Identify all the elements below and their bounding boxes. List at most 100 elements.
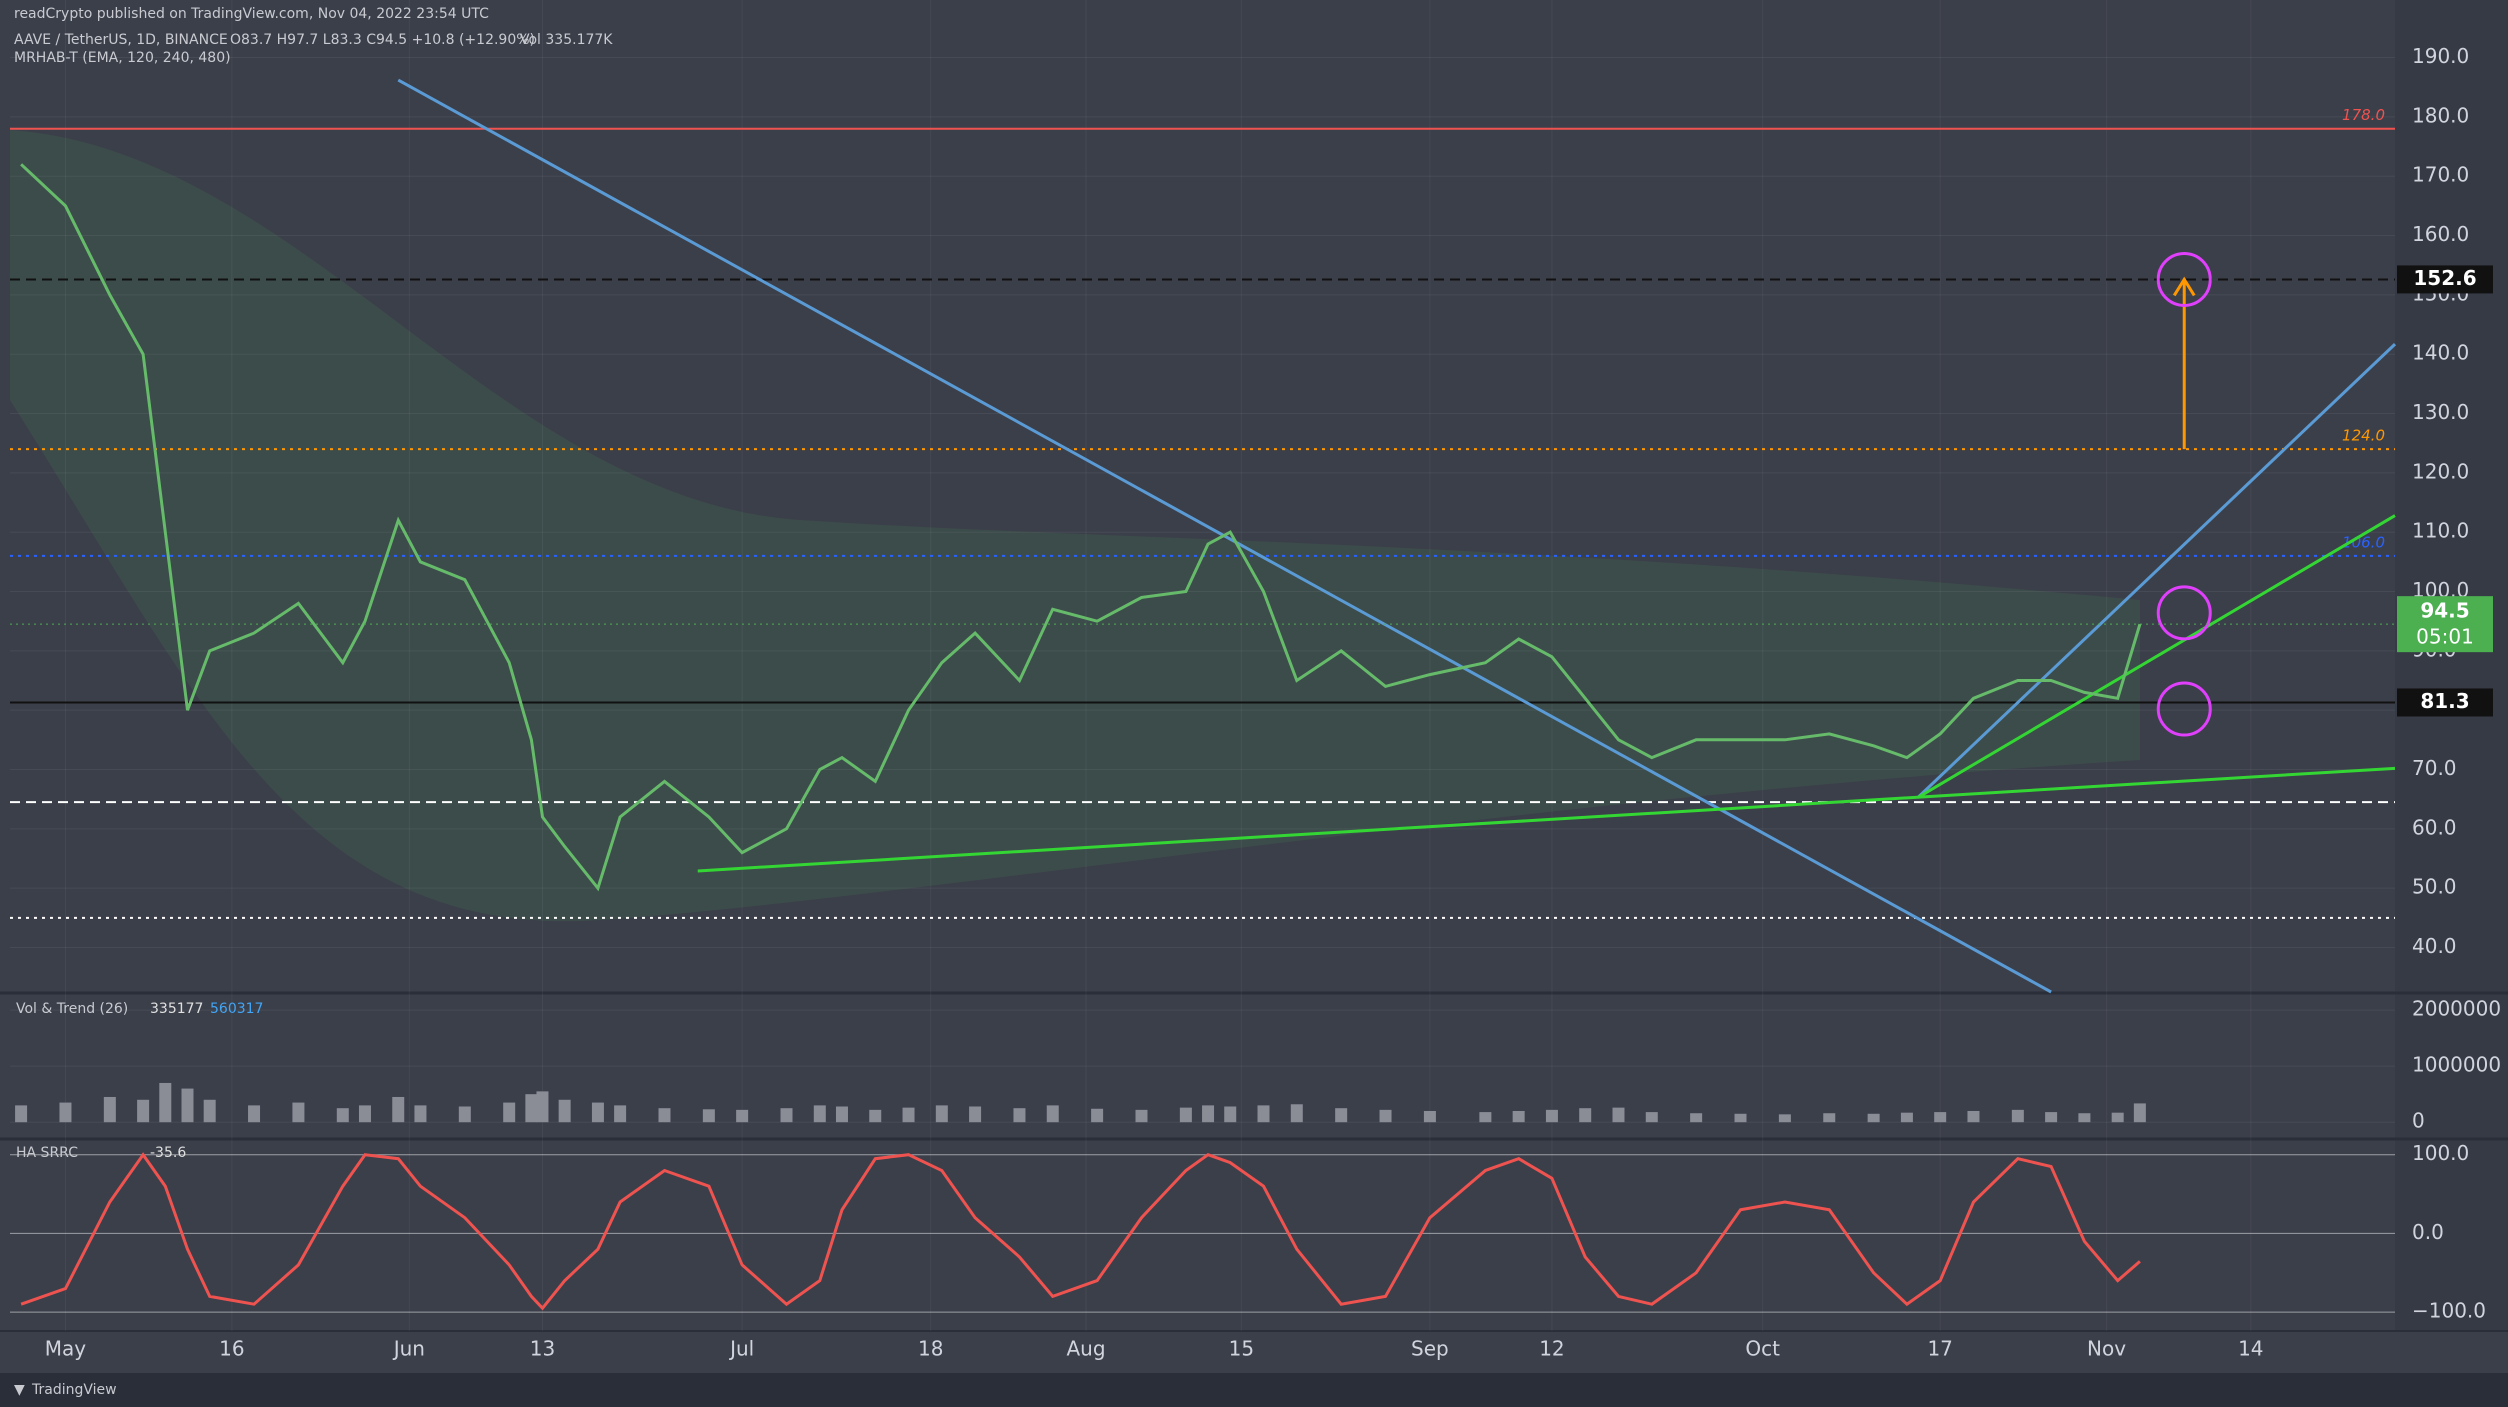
y-tick-label: 70.0 — [2412, 756, 2457, 780]
volume-bar — [2045, 1112, 2058, 1123]
volume-bar — [1867, 1113, 1880, 1123]
projection-arrow-head — [2172, 276, 2196, 297]
volume-bar — [835, 1106, 848, 1123]
volume-bar — [1690, 1113, 1703, 1123]
trendline — [1917, 514, 2396, 799]
volume-bar — [780, 1108, 793, 1123]
panel-legend-value: 335177 — [150, 1001, 203, 1017]
volume-bar — [536, 1091, 549, 1123]
x-tick-label: May — [45, 1337, 87, 1361]
x-tick-label: Oct — [1745, 1337, 1780, 1361]
price-axis-bg — [2395, 0, 2508, 1331]
volume-bar — [1257, 1105, 1270, 1123]
volume-bar — [558, 1099, 571, 1123]
volume-bar — [1900, 1112, 1913, 1123]
volume-bar — [702, 1109, 715, 1123]
volume-bar — [1046, 1105, 1059, 1123]
volume-bar — [248, 1105, 261, 1123]
volume-bar — [1224, 1106, 1237, 1123]
target-circle — [2156, 681, 2212, 737]
trendline — [697, 766, 2396, 873]
volume-bar — [181, 1088, 194, 1123]
volume-bar — [1612, 1107, 1625, 1123]
volume-bar — [902, 1107, 915, 1123]
countdown-label: 05:01 — [2416, 625, 2474, 649]
volume-bar — [525, 1094, 538, 1123]
volume-bar — [658, 1108, 671, 1123]
y-tick-label: 40.0 — [2412, 934, 2457, 958]
volume-bar — [414, 1105, 427, 1123]
volume-bar — [358, 1105, 371, 1123]
volume-bar — [392, 1096, 405, 1123]
y-tick-label: −100.0 — [2412, 1299, 2486, 1323]
series-line — [20, 1152, 2141, 1311]
volume-bar — [503, 1102, 516, 1123]
last-price-badge — [2397, 596, 2493, 653]
x-tick-label: 16 — [219, 1337, 244, 1361]
price-level-label: 124.0 — [2342, 427, 2385, 445]
brand-logo: ▼ — [14, 1382, 25, 1398]
ohlc: O83.7 H97.7 L83.3 C94.5 +10.8 (+12.90%) — [230, 32, 535, 48]
volume-bar — [292, 1102, 305, 1123]
volume-bar — [137, 1099, 150, 1123]
y-tick-label: 180.0 — [2412, 103, 2469, 127]
y-tick-label: 160.0 — [2412, 222, 2469, 246]
x-tick-label: 13 — [530, 1337, 555, 1361]
price-badge-label: 152.6 — [2413, 266, 2476, 290]
target-circle — [2156, 251, 2212, 307]
brand: TradingView — [31, 1382, 117, 1398]
price-badge — [2397, 265, 2493, 294]
volume-bar — [736, 1109, 749, 1123]
y-tick-label: 0 — [2412, 1109, 2425, 1133]
volume-bar — [969, 1106, 982, 1123]
y-tick-label: 140.0 — [2412, 341, 2469, 365]
ema-cloud — [10, 130, 2140, 922]
indicator: MRHAB-T (EMA, 120, 240, 480) — [14, 50, 231, 66]
x-tick-label: 12 — [1539, 1337, 1564, 1361]
volume-bar — [1545, 1109, 1558, 1123]
price-badge — [2397, 688, 2493, 717]
x-tick-label: Nov — [2087, 1337, 2126, 1361]
volume-bar — [1379, 1109, 1392, 1123]
panel-title: Vol & Trend (26) — [16, 1001, 128, 1017]
y-tick-label: 0.0 — [2412, 1220, 2444, 1244]
y-tick-label: 110.0 — [2412, 519, 2469, 543]
volume-bar — [1934, 1112, 1947, 1123]
price-level-label: 106.0 — [2342, 533, 2385, 551]
volume-bar — [2011, 1109, 2024, 1123]
x-tick-label: Jun — [392, 1337, 425, 1361]
x-tick-label: Jul — [728, 1337, 754, 1361]
last-price-label: 94.5 — [2420, 599, 2469, 623]
volume-bar — [2078, 1113, 2091, 1123]
x-tick-label: 17 — [1927, 1337, 1952, 1361]
volume-bar — [813, 1105, 826, 1123]
volume-bar — [1135, 1109, 1148, 1123]
volume-bar — [336, 1108, 349, 1123]
x-tick-label: 15 — [1229, 1337, 1254, 1361]
y-tick-label: 60.0 — [2412, 815, 2457, 839]
volume-bar — [1512, 1110, 1525, 1123]
y-tick-label: 50.0 — [2412, 875, 2457, 899]
volume-bar — [1423, 1110, 1436, 1123]
volume-bar — [1734, 1113, 1747, 1123]
volume-bar — [1645, 1112, 1658, 1123]
y-tick-label: 2000000 — [2412, 997, 2501, 1021]
y-tick-label: 1000000 — [2412, 1053, 2501, 1077]
volume-bar — [1202, 1105, 1215, 1123]
y-tick-label: 130.0 — [2412, 400, 2469, 424]
volume-bar — [1013, 1108, 1026, 1123]
volume-bar — [1823, 1113, 1836, 1123]
series-line — [20, 163, 2142, 892]
footer-bg — [0, 1373, 2508, 1407]
volume-readout: Vol 335.177K — [520, 32, 613, 48]
volume-bar — [591, 1102, 604, 1123]
volume-bar — [1479, 1112, 1492, 1123]
volume-bar — [1290, 1104, 1303, 1123]
volume-bar — [1091, 1108, 1104, 1123]
volume-bar — [1179, 1107, 1192, 1123]
volume-bar — [935, 1105, 948, 1123]
x-tick-label: Aug — [1066, 1337, 1105, 1361]
